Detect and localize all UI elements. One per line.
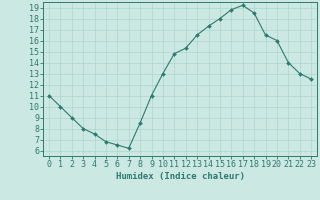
X-axis label: Humidex (Indice chaleur): Humidex (Indice chaleur)	[116, 172, 244, 181]
